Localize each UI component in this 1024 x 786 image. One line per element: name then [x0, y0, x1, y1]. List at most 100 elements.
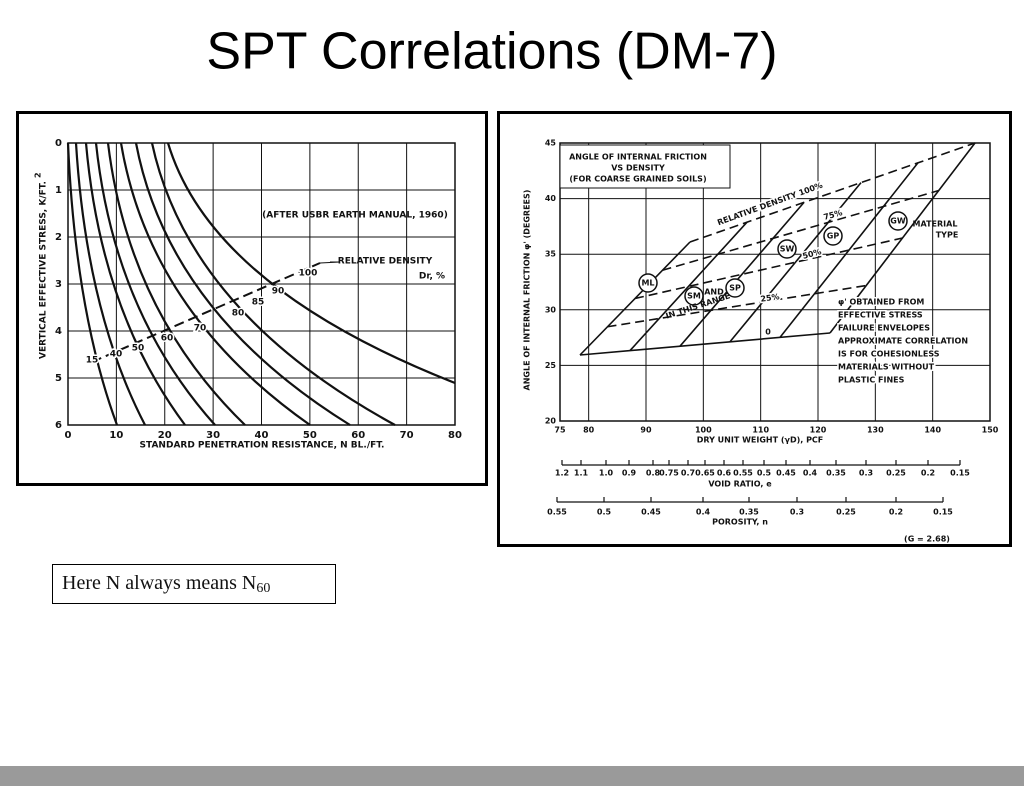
legend-symbol: Dr, %: [419, 272, 445, 282]
void-ratio-tick: 0.25: [886, 469, 906, 478]
line: [662, 189, 939, 272]
porosity-tick: 0.2: [889, 508, 903, 517]
x-tick-label: 20: [158, 430, 172, 441]
y-axis-label: ANGLE OF INTERNAL FRICTION φ' (DEGREES): [523, 190, 532, 391]
y-tick-label: 1: [55, 185, 62, 196]
y-tick-label: 20: [545, 417, 557, 426]
porosity-label: POROSITY, n: [712, 518, 768, 527]
x-tick-label: 90: [640, 426, 652, 435]
y-tick-label: 3: [55, 279, 62, 290]
void-ratio-tick: 0.7: [681, 469, 695, 478]
x-tick-label: 100: [695, 426, 712, 435]
note-subscript: 60: [256, 581, 270, 596]
density-curve: [119, 142, 311, 426]
line: [579, 332, 831, 356]
left-figure-frame: [16, 111, 488, 486]
note-line: MATERIALS WITHOUT: [838, 363, 935, 372]
line: [729, 182, 862, 343]
density-curve: [166, 142, 456, 385]
void-ratio-tick: 0.35: [826, 469, 846, 478]
figure-title: (FOR COARSE GRAINED SOILS): [569, 175, 706, 184]
density-curve: [134, 142, 351, 426]
x-tick-label: 30: [206, 430, 220, 441]
material-type: TYPE: [936, 231, 959, 240]
y-tick-label: 5: [55, 373, 62, 384]
y-axis-label: VERTICAL EFFECTIVE STRESS, K/FT.: [39, 181, 49, 359]
y-tick-label: 4: [55, 326, 62, 337]
y-tick-label: 40: [545, 194, 557, 203]
note-line: APPROXIMATE CORRELATION: [838, 337, 968, 346]
void-ratio-tick: 0.6: [717, 469, 732, 478]
density-curve: [106, 142, 246, 426]
line: [829, 142, 976, 334]
x-tick-label: 110: [752, 426, 769, 435]
void-ratio-tick: 0.4: [803, 469, 818, 478]
soil-marker: [888, 211, 908, 231]
line: [679, 201, 805, 347]
note-line: IS FOR COHESIONLESS: [838, 350, 940, 359]
density-label: 40: [110, 350, 123, 360]
line: [689, 142, 976, 243]
void-ratio-tick: 0.2: [921, 469, 935, 478]
porosity-tick: 0.3: [790, 508, 804, 517]
legend: RELATIVE DENSITY: [338, 257, 433, 267]
note-text: Here N always means N: [62, 572, 256, 594]
x-tick-label: 130: [867, 426, 884, 435]
footer-bar: [0, 766, 1024, 786]
x-tick-label: 0: [65, 430, 72, 441]
soil-type: SW: [780, 245, 795, 254]
soil-marker: [684, 286, 704, 306]
source: (AFTER USBR EARTH MANUAL, 1960): [262, 211, 448, 221]
void-ratio-tick: 0.3: [859, 469, 873, 478]
x-tick-label: 80: [448, 430, 462, 441]
x-tick-label: 60: [351, 430, 365, 441]
porosity-tick: 0.55: [547, 508, 567, 517]
x-tick-label: 50: [303, 430, 317, 441]
note: Here N always means N60: [62, 572, 270, 597]
note-line: φ' OBTAINED FROM: [838, 298, 924, 307]
void-ratio-tick: 0.5: [757, 469, 772, 478]
porosity-tick: 0.5: [597, 508, 612, 517]
x-tick-label: 150: [982, 426, 999, 435]
y-tick-label: 45: [545, 139, 557, 148]
y-tick-label: 0: [55, 138, 62, 149]
right-figure-frame: [497, 111, 1012, 547]
soil-marker: [725, 278, 745, 298]
x-tick-label: 80: [583, 426, 595, 435]
void-ratio-label: VOID RATIO, e: [708, 480, 772, 489]
line: [579, 241, 691, 356]
porosity-tick: 0.45: [641, 508, 661, 517]
material-type: MATERIAL: [913, 220, 958, 229]
x-tick-label: 70: [400, 430, 414, 441]
void-ratio-tick: 1.1: [574, 469, 589, 478]
note-line: PLASTIC FINES: [838, 376, 905, 385]
soil-type: SP: [729, 284, 741, 293]
x-tick-label: 75: [554, 426, 566, 435]
porosity-tick: 0.25: [836, 508, 856, 517]
density-curve: [150, 142, 396, 426]
void-ratio-tick: 1.0: [599, 469, 614, 478]
soil-marker: [823, 226, 843, 246]
void-ratio-tick: 1.2: [555, 469, 569, 478]
y-tick-label: 6: [55, 420, 62, 431]
density-line: [91, 262, 321, 363]
note-line: EFFECTIVE STRESS: [838, 311, 923, 320]
soil-type: SM: [687, 292, 701, 301]
y-tick-label: 35: [545, 250, 557, 259]
void-ratio-tick: 0.15: [950, 469, 970, 478]
density-curve: [66, 142, 119, 426]
density-curve: [74, 142, 146, 426]
density-label: 90: [272, 287, 285, 297]
figure-title: ANGLE OF INTERNAL FRICTION: [569, 153, 707, 162]
y-tick-label: 30: [545, 305, 557, 314]
soil-type: GP: [827, 232, 840, 241]
porosity-tick: 0.35: [739, 508, 759, 517]
x-tick-label: 120: [810, 426, 827, 435]
line: [779, 162, 919, 338]
note-line: FAILURE ENVELOPES: [838, 324, 930, 333]
density-label: 70: [194, 324, 207, 334]
x-tick-label: 140: [924, 426, 941, 435]
density-curve: [84, 142, 186, 426]
soil-type: ML: [641, 279, 654, 288]
